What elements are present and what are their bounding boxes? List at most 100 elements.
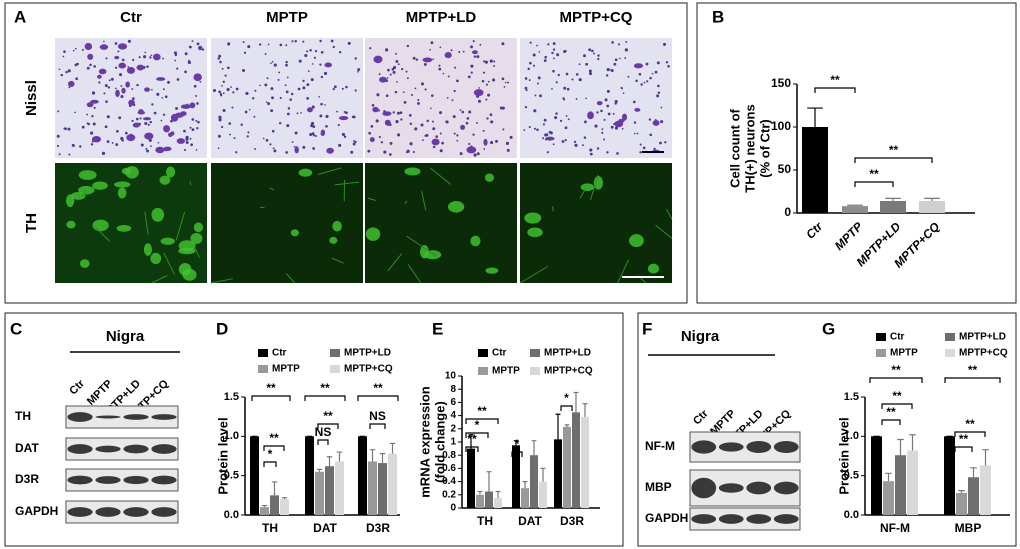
significance-bracket <box>263 461 277 467</box>
nissl-dot <box>392 70 396 74</box>
nissl-dot <box>596 147 600 150</box>
nissl-dot <box>319 39 322 43</box>
nissl-dot <box>147 123 150 126</box>
nissl-dot <box>445 120 448 123</box>
error-bar <box>573 391 579 413</box>
blot-band <box>718 442 744 452</box>
nissl-dot <box>151 103 154 106</box>
nissl-neuron <box>369 137 375 143</box>
nissl-neuron <box>163 125 171 133</box>
nissl-dot <box>285 151 288 154</box>
nissl-dot <box>453 132 456 135</box>
nissl-dot <box>466 117 470 120</box>
y-tick-label: 1.5 <box>224 391 239 403</box>
th-fiber <box>331 257 344 264</box>
nissl-dot <box>589 152 593 156</box>
nissl-dot <box>287 107 291 110</box>
error-bar <box>389 442 396 454</box>
nissl-dot <box>462 50 465 53</box>
nissl-dot <box>607 112 611 116</box>
nissl-dot <box>663 42 667 46</box>
nissl-dot <box>145 147 148 150</box>
significance-label: ** <box>892 389 902 403</box>
nissl-dot <box>183 149 187 152</box>
nissl-dot <box>106 115 110 119</box>
blot-row-label: MBP <box>645 480 672 494</box>
nissl-dot <box>119 73 123 77</box>
blot-band <box>95 507 121 517</box>
nissl-dot <box>547 43 550 46</box>
nissl-dot <box>90 143 94 146</box>
nissl-dot <box>578 63 581 66</box>
nissl-dot <box>429 48 431 51</box>
nissl-dot <box>501 77 505 81</box>
nissl-dot <box>230 86 232 88</box>
nissl-dot <box>193 84 197 88</box>
nissl-dot <box>117 50 120 53</box>
nissl-dot <box>420 82 425 86</box>
nissl-dot <box>501 42 505 46</box>
nissl-dot <box>536 128 539 131</box>
nissl-dot <box>622 92 625 95</box>
nissl-dot <box>409 142 413 146</box>
nissl-dot <box>470 64 474 68</box>
nissl-dot <box>242 69 246 73</box>
legend-swatch <box>478 367 488 375</box>
nissl-dot <box>485 98 488 101</box>
nissl-dot <box>536 44 538 47</box>
x-tick-label: NF-M <box>880 521 910 535</box>
nissl-dot <box>453 89 456 93</box>
y-axis-label: Protein level <box>215 417 230 494</box>
th-neuron <box>420 245 429 259</box>
nissl-dot <box>219 92 223 96</box>
significance-bracket <box>317 439 329 445</box>
nissl-dot <box>424 88 427 91</box>
th-neuron <box>151 207 165 222</box>
blot-title: Nigra <box>681 328 720 345</box>
nissl-dot <box>389 141 393 145</box>
th-neuron <box>182 268 197 281</box>
th-neuron <box>78 185 95 195</box>
nissl-dot <box>387 68 390 72</box>
nissl-dot <box>420 123 424 127</box>
nissl-dot <box>596 111 599 114</box>
nissl-dot <box>482 71 486 74</box>
nissl-neuron <box>98 68 107 75</box>
panel-frame <box>696 2 1017 304</box>
nissl-neuron <box>91 136 102 143</box>
nissl-dot <box>606 104 610 108</box>
nissl-dot <box>603 138 606 141</box>
nissl-neuron <box>431 138 440 146</box>
bar <box>378 463 387 515</box>
nissl-dot <box>412 150 415 154</box>
nissl-dot <box>389 73 392 76</box>
nissl-dot <box>271 129 275 133</box>
th-fiber <box>404 200 408 205</box>
nissl-dot <box>309 48 312 52</box>
nissl-dot <box>217 134 221 138</box>
nissl-dot <box>604 98 608 102</box>
nissl-dot <box>625 40 628 43</box>
nissl-dot <box>532 53 536 57</box>
nissl-neuron <box>152 53 161 61</box>
nissl-dot <box>402 91 405 94</box>
nissl-dot <box>588 48 592 52</box>
nissl-dot <box>438 64 441 67</box>
legend-label: MPTP+LD <box>344 348 391 359</box>
legend-label: Ctr <box>492 348 507 359</box>
y-tick-label: 0 <box>784 205 791 219</box>
nissl-neuron <box>99 44 109 50</box>
th-fiber <box>407 264 422 284</box>
th-neuron <box>121 167 131 175</box>
nissl-dot <box>266 77 269 80</box>
nissl-dot <box>285 90 289 94</box>
blot-band <box>123 475 149 485</box>
nissl-dot <box>660 106 663 109</box>
nissl-dot <box>414 127 418 131</box>
nissl-dot <box>489 113 493 117</box>
nissl-dot <box>91 115 94 118</box>
nissl-dot <box>267 43 270 46</box>
nissl-dot <box>341 132 345 136</box>
significance-label: ** <box>968 363 978 377</box>
legend-swatch <box>876 349 886 357</box>
